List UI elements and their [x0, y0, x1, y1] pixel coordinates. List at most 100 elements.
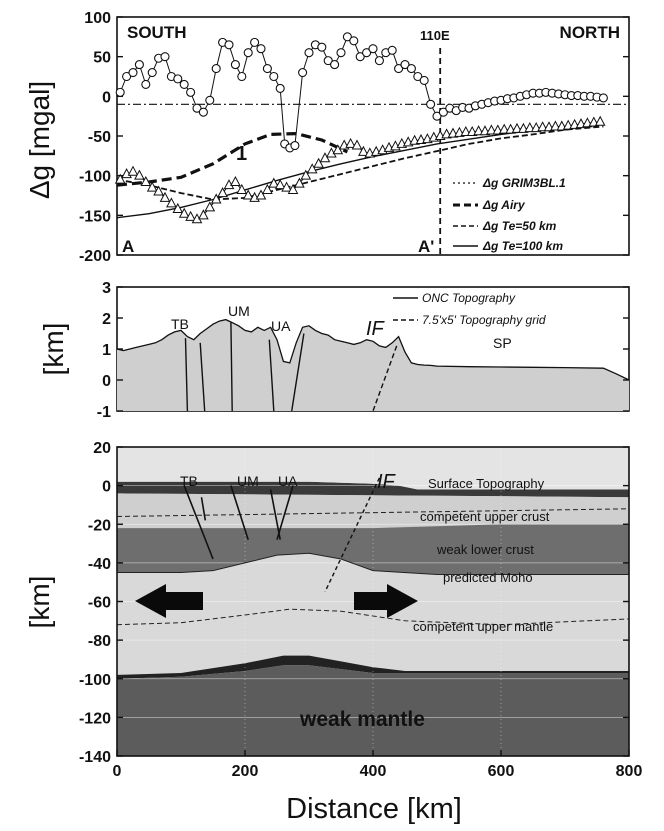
2-ytick-label: -20 [88, 517, 111, 534]
legend-label-onc: ONC Topography [422, 291, 516, 305]
2-ytick-label: -120 [79, 710, 111, 727]
2-ytick-label: -60 [88, 595, 111, 612]
gravity-triangle-point [524, 121, 536, 133]
section-fault [230, 485, 249, 540]
gravity-circle-point [192, 103, 202, 113]
gravity-triangle-point [358, 145, 369, 156]
section-label-um: UM [237, 473, 259, 489]
extension-arrow-left-icon [135, 584, 203, 618]
gravity-triangle-point [198, 209, 209, 220]
gravity-y-ticks: 100 50 0 -50 -100 -150 -200 [79, 10, 629, 265]
topography-legend: ONC Topography 7.5'x5' Topography grid [393, 291, 546, 327]
gravity-circle-point [243, 48, 253, 58]
gravity-circle-point [122, 71, 132, 82]
topo-label-if: IF [366, 318, 386, 340]
topo-label-tb: TB [171, 316, 189, 332]
lower-crust-layer [117, 524, 629, 575]
x-tick-label: 0 [113, 763, 122, 780]
gravity-circle-point [256, 44, 266, 54]
section-fault [183, 485, 214, 560]
0-ytick-label: 100 [84, 10, 111, 27]
gravity-triangle-point [146, 181, 158, 192]
gravity-triangle-point [345, 137, 356, 148]
x-axis-label: Distance [km] [286, 793, 462, 825]
gravity-circle-point [426, 99, 436, 109]
gravity-circle-point [323, 56, 333, 66]
gravity-triangle-point [511, 122, 523, 133]
x-tick-label: 400 [360, 763, 387, 780]
gravity-series-2 [116, 125, 604, 201]
x-tick-label: 800 [616, 763, 643, 780]
section-if-fault [324, 477, 381, 593]
gravity-circle-point [406, 64, 416, 74]
section-label-ua: UA [278, 473, 298, 489]
gravity-triangle-point [159, 191, 171, 202]
gravity-circle-point [598, 93, 608, 103]
gravity-y-axis-label: Δg [mgal] [24, 81, 55, 199]
gravity-circle-point [147, 67, 157, 78]
gravity-circle-point [400, 60, 410, 70]
gravity-triangle-point [204, 201, 216, 212]
gravity-triangle-point [178, 207, 190, 218]
gravity-circle-point [349, 36, 359, 46]
gravity-triangle-point [306, 163, 318, 174]
gravity-triangle-point [134, 169, 145, 180]
gravity-triangle-point [185, 210, 196, 221]
gravity-triangle-point [486, 124, 497, 135]
gravity-circle-point [205, 95, 215, 105]
gravity-triangle-point [210, 193, 222, 204]
gravity-markers [114, 32, 608, 224]
gravity-circle-point [269, 71, 279, 82]
gravity-triangle-point [166, 197, 177, 208]
0-ytick-label: 50 [93, 50, 111, 67]
gravity-series-3 [116, 123, 604, 219]
gravity-series-1 [116, 131, 349, 187]
gravity-triangle-point [217, 187, 228, 198]
gravity-triangle-point [140, 175, 152, 187]
layer-label-upper-crust: competent upper crust [420, 509, 550, 524]
gravity-circle-point [394, 64, 404, 74]
gravity-circle-point [160, 52, 170, 62]
gravity-circle-point [198, 107, 208, 117]
gravity-panel: 100 50 0 -50 -100 -150 -200 Δg [mgal] SOUTH NO… [24, 10, 630, 265]
gravity-circle-point [141, 79, 151, 89]
cross-section-y-axis-label: [km] [24, 576, 55, 629]
gravity-circle-point [275, 83, 285, 93]
gravity-triangle-point [537, 121, 548, 132]
gravity-circle-point [336, 48, 346, 58]
gravity-triangle-point [114, 173, 126, 184]
gravity-circle-point [355, 52, 365, 62]
gravity-circle-point [128, 67, 138, 78]
gravity-circle-point [368, 44, 378, 54]
gravity-circle-point [224, 40, 234, 50]
gravity-circle-point [250, 37, 260, 47]
topo-label-um: UM [228, 303, 250, 319]
0-ytick-label: -50 [88, 129, 111, 146]
section-label-if: IF [377, 471, 397, 493]
gravity-circle-point [237, 71, 247, 82]
gravity-legend: Δg GRIM3BL.1 Δg Airy Δg Te=50 km Δg Te=1… [453, 176, 566, 253]
gravity-triangle-point [351, 139, 363, 150]
gravity-circle-point [413, 71, 423, 82]
topography-fault [268, 339, 275, 412]
gravity-triangle-point [255, 189, 267, 200]
0-ytick-label: -100 [79, 169, 111, 186]
north-label: NORTH [560, 23, 620, 42]
legend-label-te100: Δg Te=100 km [482, 239, 563, 253]
gravity-triangle-point [172, 202, 184, 213]
upper-mantle-dashed-line [116, 608, 630, 626]
cross-section-panel: 200-20-40-60-80-100-120-140 0 200 400 600 80… [24, 440, 642, 825]
gravity-circle-point [298, 67, 308, 78]
extension-arrow-right-icon [354, 584, 418, 618]
gravity-triangle-point [230, 175, 241, 187]
cross-section-x-ticks: 0 200 400 600 800 [113, 750, 643, 780]
gravity-circle-point [419, 75, 429, 86]
cross-section-y-ticks: 20 0 -20 -40 -60 -80 -100 -120 -140 [79, 440, 629, 766]
gravity-triangle-point [242, 189, 254, 200]
meridian-label: 110E [420, 28, 450, 43]
topography-fault [184, 338, 189, 412]
upper-crust-dashed-line [116, 508, 630, 517]
gravity-circle-point [115, 87, 125, 97]
section-fault [269, 489, 281, 540]
0-ytick-label: 0 [102, 89, 111, 106]
